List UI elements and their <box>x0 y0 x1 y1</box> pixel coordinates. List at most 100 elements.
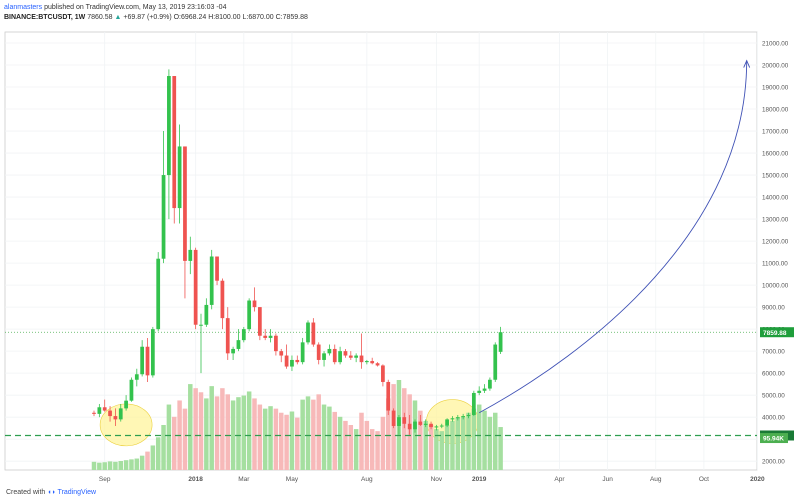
candle-body <box>113 416 118 420</box>
volume-bars <box>91 380 503 470</box>
volume-bar <box>482 410 487 470</box>
symbol-label[interactable]: BINANCE:BTCUSDT, 1W <box>4 14 86 21</box>
volume-bar <box>279 412 284 470</box>
x-tick-label: May <box>286 476 299 483</box>
candle-body <box>263 335 268 338</box>
y-tick-label: 14000.00 <box>762 195 789 202</box>
volume-bar <box>343 420 348 470</box>
last-price: 7860.58 <box>87 14 113 21</box>
y-tick-label: 15000.00 <box>762 173 789 180</box>
volume-bar <box>102 462 107 470</box>
candle-body <box>140 346 145 375</box>
volume-bar <box>444 425 450 470</box>
y-tick-label: 20000.00 <box>762 63 789 70</box>
candle-body <box>316 344 321 360</box>
volume-bar <box>487 416 493 470</box>
volume-bar <box>139 455 145 470</box>
candle-body <box>247 300 252 330</box>
volume-bar <box>439 431 444 470</box>
candle-body <box>129 379 134 401</box>
ohlc-values: O:6968.24 H:8100.00 L:6870.00 C:7859.88 <box>173 14 308 21</box>
x-tick-label: 2020 <box>750 476 765 483</box>
y-tick-label: 18000.00 <box>762 107 789 114</box>
price-axis[interactable]: 21000.00 20000.00 19000.00 18000.00 17000.00… <box>760 41 794 466</box>
candle-body <box>124 400 128 409</box>
time-axis[interactable]: Sep 2018 Mar May Aug Nov 2019 Apr Jun Aug Oct 2020 <box>99 476 765 483</box>
candle-body <box>150 329 155 376</box>
candle-body <box>188 249 193 261</box>
volume-bar <box>289 411 295 470</box>
volume-bar <box>305 396 311 470</box>
x-tick-label: Apr <box>554 476 565 483</box>
candle-body <box>471 392 476 415</box>
candle-body <box>434 426 439 428</box>
volume-bar <box>107 461 113 470</box>
volume-bar <box>498 427 503 470</box>
candle-body <box>327 348 332 354</box>
candle-body <box>145 346 150 376</box>
author-link[interactable]: alanmasters <box>4 4 43 11</box>
candle-body <box>375 363 380 366</box>
arrowhead-icon <box>743 59 751 68</box>
volume-bar <box>476 404 482 470</box>
volume-bar <box>300 399 305 470</box>
candle-body <box>204 304 209 325</box>
candle-body <box>407 423 412 430</box>
candle-body <box>108 410 112 417</box>
candle-body <box>172 76 177 209</box>
tradingview-brand-link[interactable]: TradingView <box>57 489 97 496</box>
volume-bar <box>423 420 428 470</box>
volume-bar <box>209 386 214 470</box>
volume-bar <box>188 384 193 470</box>
volume-bar <box>145 451 150 470</box>
volume-bar <box>471 408 477 470</box>
candle-body <box>220 280 225 319</box>
candle-body <box>241 329 246 341</box>
price-candles <box>92 69 503 435</box>
candle-body <box>423 423 428 425</box>
volume-bar <box>316 394 321 470</box>
x-tick-label: Aug <box>361 476 373 483</box>
candle-body <box>209 256 214 305</box>
volume-bar <box>129 459 134 470</box>
volume-bar <box>332 411 337 470</box>
candle-body <box>252 300 257 308</box>
candle-body <box>429 423 433 428</box>
volume-bar <box>295 417 300 470</box>
x-tick-label: 2019 <box>472 476 487 483</box>
candle-body <box>413 421 417 430</box>
candle-body <box>279 351 284 356</box>
volume-bar <box>375 431 380 470</box>
candle-body <box>338 351 342 363</box>
candle-body <box>370 361 375 364</box>
candle-body <box>477 390 482 393</box>
candle-body <box>183 146 187 261</box>
candle-body <box>418 421 423 425</box>
y-tick-label: 12000.00 <box>762 239 789 246</box>
price-change: +69.87 (+0.9%) <box>123 14 172 21</box>
volume-bar <box>284 414 289 470</box>
volume-bar <box>455 417 461 470</box>
volume-bar <box>364 420 370 470</box>
x-tick-label: Aug <box>650 476 662 483</box>
projection-arc-line <box>478 60 748 414</box>
y-tick-label: 11000.00 <box>762 261 788 268</box>
x-tick-label: Oct <box>699 476 709 483</box>
volume-bar <box>359 412 364 470</box>
volume-bar <box>466 412 471 470</box>
volume-bar <box>91 461 97 470</box>
volume-bar <box>230 400 236 470</box>
candle-body <box>284 355 289 367</box>
volume-bar <box>134 458 140 470</box>
x-tick-label: Sep <box>99 476 111 483</box>
y-tick-label: 5000.00 <box>762 393 785 400</box>
change-up-icon: ▲ <box>114 14 122 21</box>
volume-bar <box>241 395 247 470</box>
volume-bar <box>262 408 268 470</box>
candle-body <box>161 175 166 259</box>
candle-body <box>118 408 123 420</box>
tradingview-logo-icon: ◖◗ <box>47 489 56 496</box>
candle-body <box>402 417 407 424</box>
last-price-badge: 7859.88 <box>763 330 787 337</box>
